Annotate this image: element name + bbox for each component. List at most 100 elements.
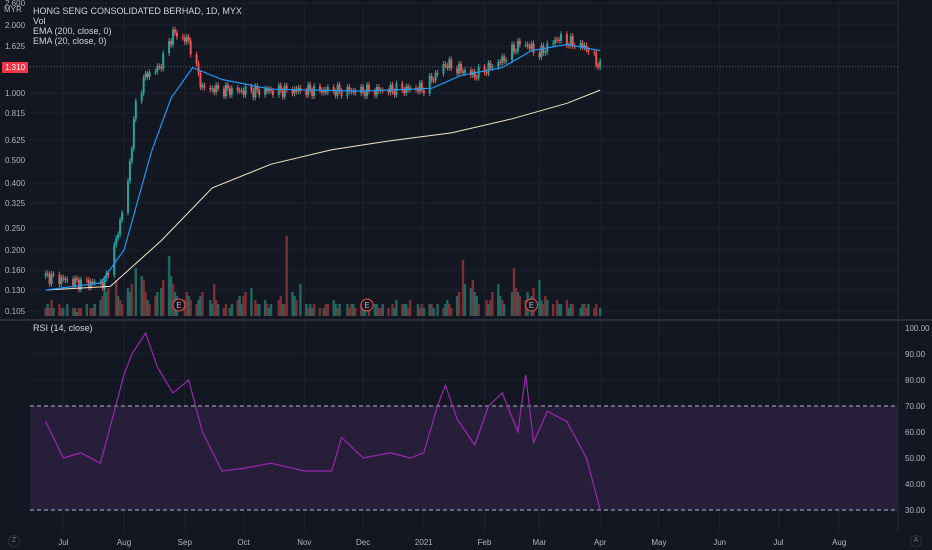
candle-body	[428, 75, 431, 94]
volume-bar	[79, 308, 83, 316]
currency-label: MYR	[4, 5, 22, 14]
volume-bar	[406, 308, 410, 316]
volume-bar	[60, 308, 63, 316]
volume-bar	[326, 304, 330, 316]
time-tick-label: Oct	[237, 538, 250, 547]
candle-body	[185, 36, 188, 42]
candle-body	[117, 234, 120, 239]
candle-body	[418, 82, 421, 92]
candle-body	[271, 90, 274, 96]
volume-bar	[510, 292, 514, 316]
volume-bar	[442, 308, 445, 316]
candle-body	[266, 88, 269, 92]
volume-bar	[244, 292, 247, 316]
candle-body	[60, 277, 63, 285]
candle-body	[103, 278, 106, 288]
candle-body	[195, 54, 198, 64]
volume-bars	[44, 236, 602, 316]
volume-bar	[587, 304, 590, 316]
volume-bar	[401, 304, 404, 316]
volume-bar	[118, 300, 122, 316]
candle-body	[140, 93, 143, 102]
volume-bar	[265, 304, 269, 316]
volume-bar	[285, 236, 288, 316]
legend-rsi[interactable]: RSI (14, close)	[33, 323, 93, 333]
candle-body	[256, 86, 259, 90]
candle-body	[72, 279, 75, 286]
candle-body	[340, 90, 343, 97]
candle-body	[201, 85, 204, 88]
price-tick-label: 0.200	[5, 246, 26, 255]
volume-bar	[281, 304, 284, 316]
volume-bar	[128, 292, 132, 316]
legend-ema20[interactable]: EMA (20, close, 0)	[33, 36, 107, 46]
candle-body	[77, 279, 80, 290]
volume-bar	[512, 268, 516, 316]
volume-bar	[524, 300, 527, 316]
candle-body	[76, 278, 79, 280]
candle-body	[462, 70, 465, 73]
volume-bar	[189, 300, 192, 316]
volume-bar	[116, 296, 120, 316]
candle-body	[215, 85, 218, 93]
candle-body	[391, 84, 394, 92]
auto-scale-icon[interactable]: A	[910, 535, 922, 547]
volume-bar	[46, 304, 49, 316]
volume-bar	[461, 260, 465, 316]
volume-bar	[263, 300, 267, 316]
candle-body	[420, 82, 423, 91]
candle-body	[587, 49, 590, 52]
timezone-toggle-icon[interactable]: Z	[8, 535, 20, 547]
candle-body	[236, 87, 239, 91]
candle-body	[252, 90, 255, 98]
candle-body	[44, 273, 47, 277]
volume-bar	[240, 304, 243, 316]
volume-bar	[475, 296, 478, 316]
candle-body	[326, 87, 329, 93]
time-tick-label: Jul	[773, 538, 783, 547]
candle-body	[346, 86, 349, 97]
volume-bar	[446, 300, 449, 316]
volume-bar	[146, 300, 149, 316]
legend-vol[interactable]: Vol	[33, 16, 46, 26]
candle-body	[518, 40, 521, 45]
volume-bar	[322, 308, 326, 316]
volume-bar	[491, 292, 494, 316]
time-tick-label: Aug	[832, 538, 846, 547]
candle-body	[354, 90, 357, 94]
candle-body	[460, 63, 463, 71]
candle-body	[309, 84, 312, 91]
volume-bar	[167, 256, 171, 316]
candle-body	[281, 90, 284, 97]
price-tick-label: 2.000	[5, 21, 26, 30]
candle-body	[293, 88, 296, 94]
candlesticks	[44, 26, 602, 293]
candle-body	[277, 85, 280, 96]
candle-body	[416, 89, 419, 92]
main-legend: HONG SENG CONSOLIDATED BERHAD, 1D, MYX V…	[33, 6, 242, 46]
rsi-line-group	[45, 331, 601, 511]
price-tick-label: 0.815	[5, 109, 26, 118]
earnings-marker	[525, 298, 539, 312]
time-tick-label: Dec	[356, 538, 370, 547]
legend-ema200[interactable]: EMA (200, close, 0)	[33, 26, 112, 36]
candle-body	[238, 90, 241, 92]
volume-bar	[477, 304, 480, 316]
candle-body	[524, 44, 527, 46]
legend-title[interactable]: HONG SENG CONSOLIDATED BERHAD, 1D, MYX	[33, 6, 242, 16]
volume-bar	[216, 304, 220, 316]
volume-bar	[169, 276, 173, 316]
volume-bar	[73, 308, 77, 316]
rsi-band	[30, 405, 898, 511]
candle-body	[497, 62, 500, 67]
volume-bar	[66, 304, 69, 316]
volume-bar	[557, 304, 561, 316]
candle-body	[599, 60, 602, 68]
time-tick-label: May	[651, 538, 666, 547]
candle-body	[364, 92, 367, 97]
volume-bar	[585, 308, 588, 316]
volume-bar	[404, 304, 408, 316]
volume-bar	[308, 304, 312, 316]
candle-body	[491, 66, 494, 68]
